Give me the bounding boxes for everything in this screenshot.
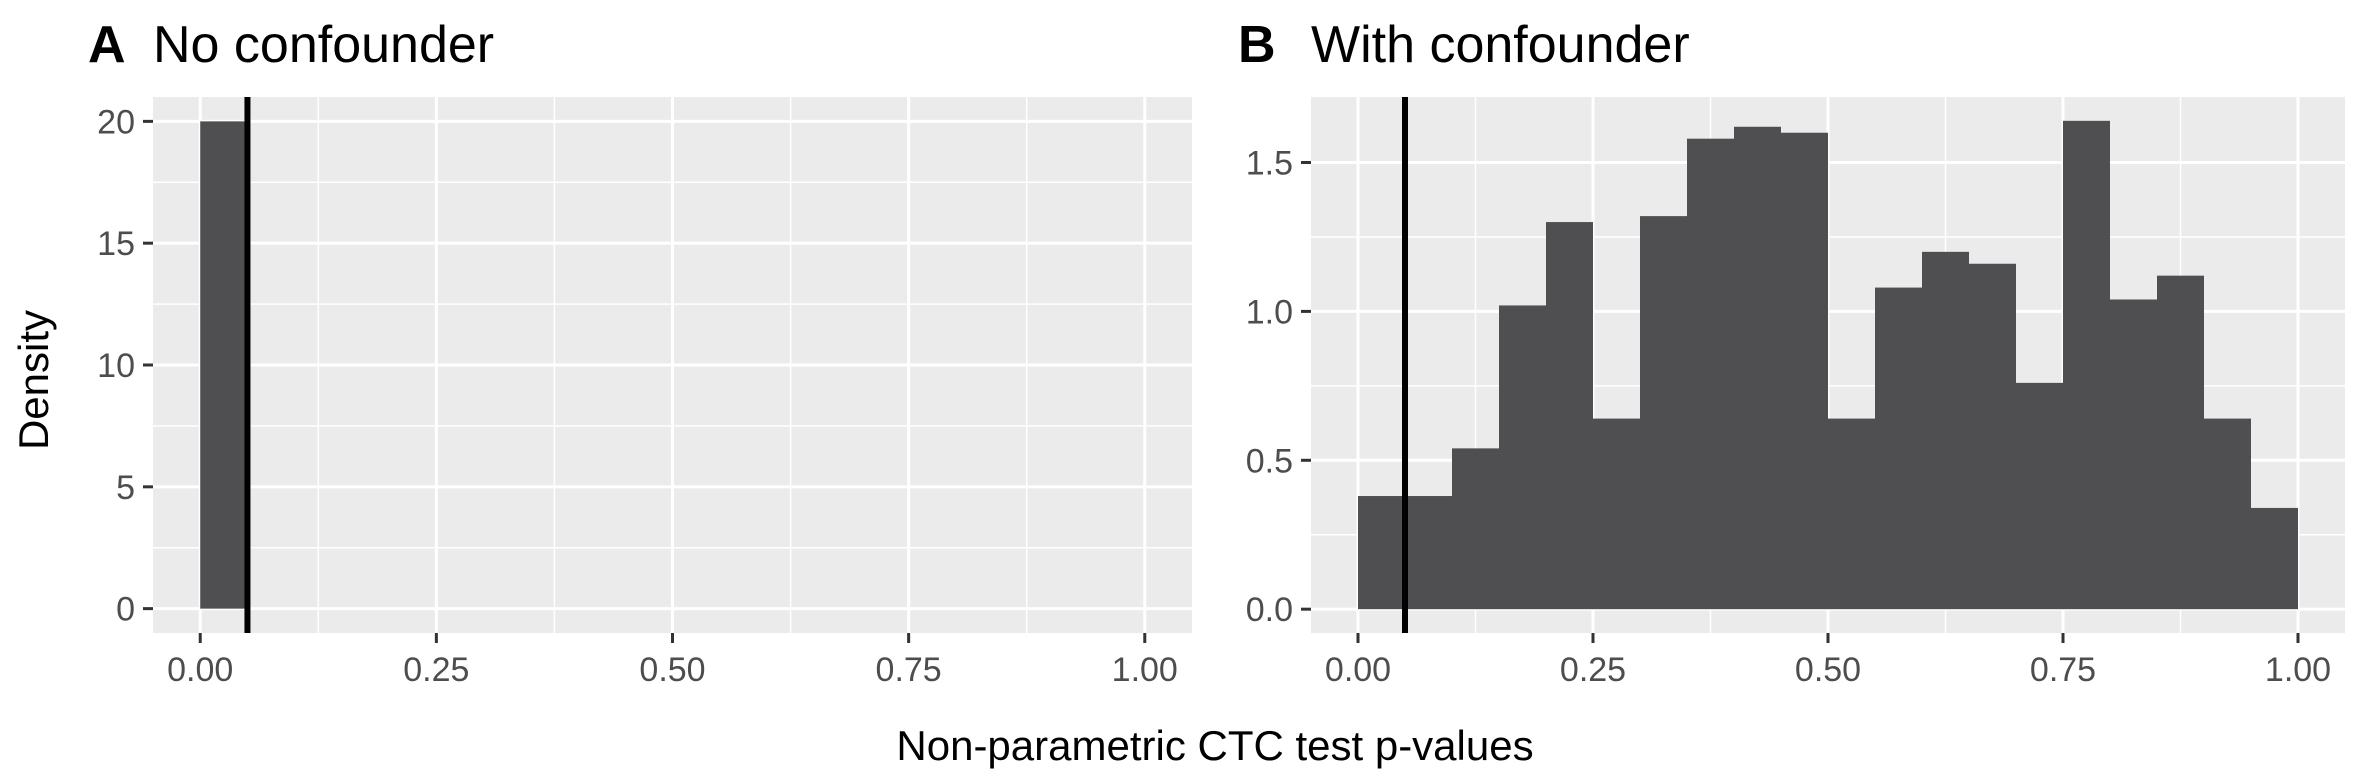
histogram-bar — [1734, 126, 1781, 610]
x-tick-label: 1.00 — [2265, 651, 2331, 689]
panel-a: 0 5 10 15 20 0.00 0.25 0.50 0.75 1.00 A No confo… — [88, 16, 1192, 689]
y-tick-label: 0.0 — [1246, 591, 1293, 629]
panel-a-letter: A — [88, 16, 126, 74]
panel-a-y-axis: 0 5 10 15 20 — [97, 103, 153, 629]
histogram-bar — [200, 121, 248, 609]
y-axis-label: Density — [10, 310, 57, 450]
histogram-bar — [1405, 496, 1452, 610]
panel-b-x-axis: 0.00 0.25 0.50 0.75 1.00 — [1325, 633, 2331, 689]
x-tick-label: 0.25 — [403, 651, 469, 689]
histogram-bar — [1922, 251, 1969, 610]
histogram-bar — [1546, 222, 1593, 610]
panel-b-y-axis: 0.0 0.5 1.0 1.5 — [1246, 145, 1311, 629]
histogram-bar — [1781, 132, 1828, 610]
y-tick-label: 15 — [97, 225, 135, 263]
histogram-bar — [2063, 120, 2110, 610]
y-tick-label: 0.5 — [1246, 442, 1293, 480]
panel-b: 0.0 0.5 1.0 1.5 0.00 0.25 0.50 0.75 1.00 B With… — [1238, 16, 2345, 689]
x-tick-label: 0.25 — [1560, 651, 1626, 689]
histogram-bar — [2157, 275, 2204, 610]
panel-a-title: No confounder — [153, 16, 494, 74]
x-tick-label: 0.00 — [1325, 651, 1391, 689]
x-axis-label: Non-parametric CTC test p-values — [896, 722, 1533, 769]
histogram-bar — [2110, 299, 2157, 610]
histogram-bar — [1969, 263, 2016, 610]
y-tick-label: 20 — [97, 103, 135, 141]
x-tick-label: 0.75 — [2030, 651, 2096, 689]
histogram-bar — [1358, 496, 1405, 610]
x-tick-label: 1.00 — [1112, 651, 1178, 689]
histogram-bar — [1687, 138, 1734, 610]
y-tick-label: 0 — [116, 591, 135, 629]
x-tick-label: 0.00 — [167, 651, 233, 689]
y-tick-label: 5 — [116, 469, 135, 507]
histogram-bar — [1875, 287, 1922, 610]
panel-a-x-axis: 0.00 0.25 0.50 0.75 1.00 — [167, 633, 1178, 689]
histogram-bar — [1640, 216, 1687, 610]
panel-b-letter: B — [1238, 16, 1276, 74]
panel-b-bars — [1358, 120, 2298, 610]
x-tick-label: 0.75 — [876, 651, 942, 689]
histogram-bar — [2204, 418, 2251, 610]
histogram-bar — [1452, 448, 1499, 610]
histogram-bar — [2251, 507, 2298, 610]
y-tick-label: 1.0 — [1246, 293, 1293, 331]
x-tick-label: 0.50 — [1795, 651, 1861, 689]
histogram-bar — [1828, 418, 1875, 610]
histogram-bar — [1499, 305, 1546, 610]
y-tick-label: 10 — [97, 347, 135, 385]
panel-a-bars — [200, 121, 248, 609]
y-tick-label: 1.5 — [1246, 145, 1293, 183]
histogram-bar — [1593, 418, 1640, 610]
histogram-bar — [2016, 382, 2063, 610]
panel-b-title: With confounder — [1311, 16, 1690, 74]
x-tick-label: 0.50 — [639, 651, 705, 689]
